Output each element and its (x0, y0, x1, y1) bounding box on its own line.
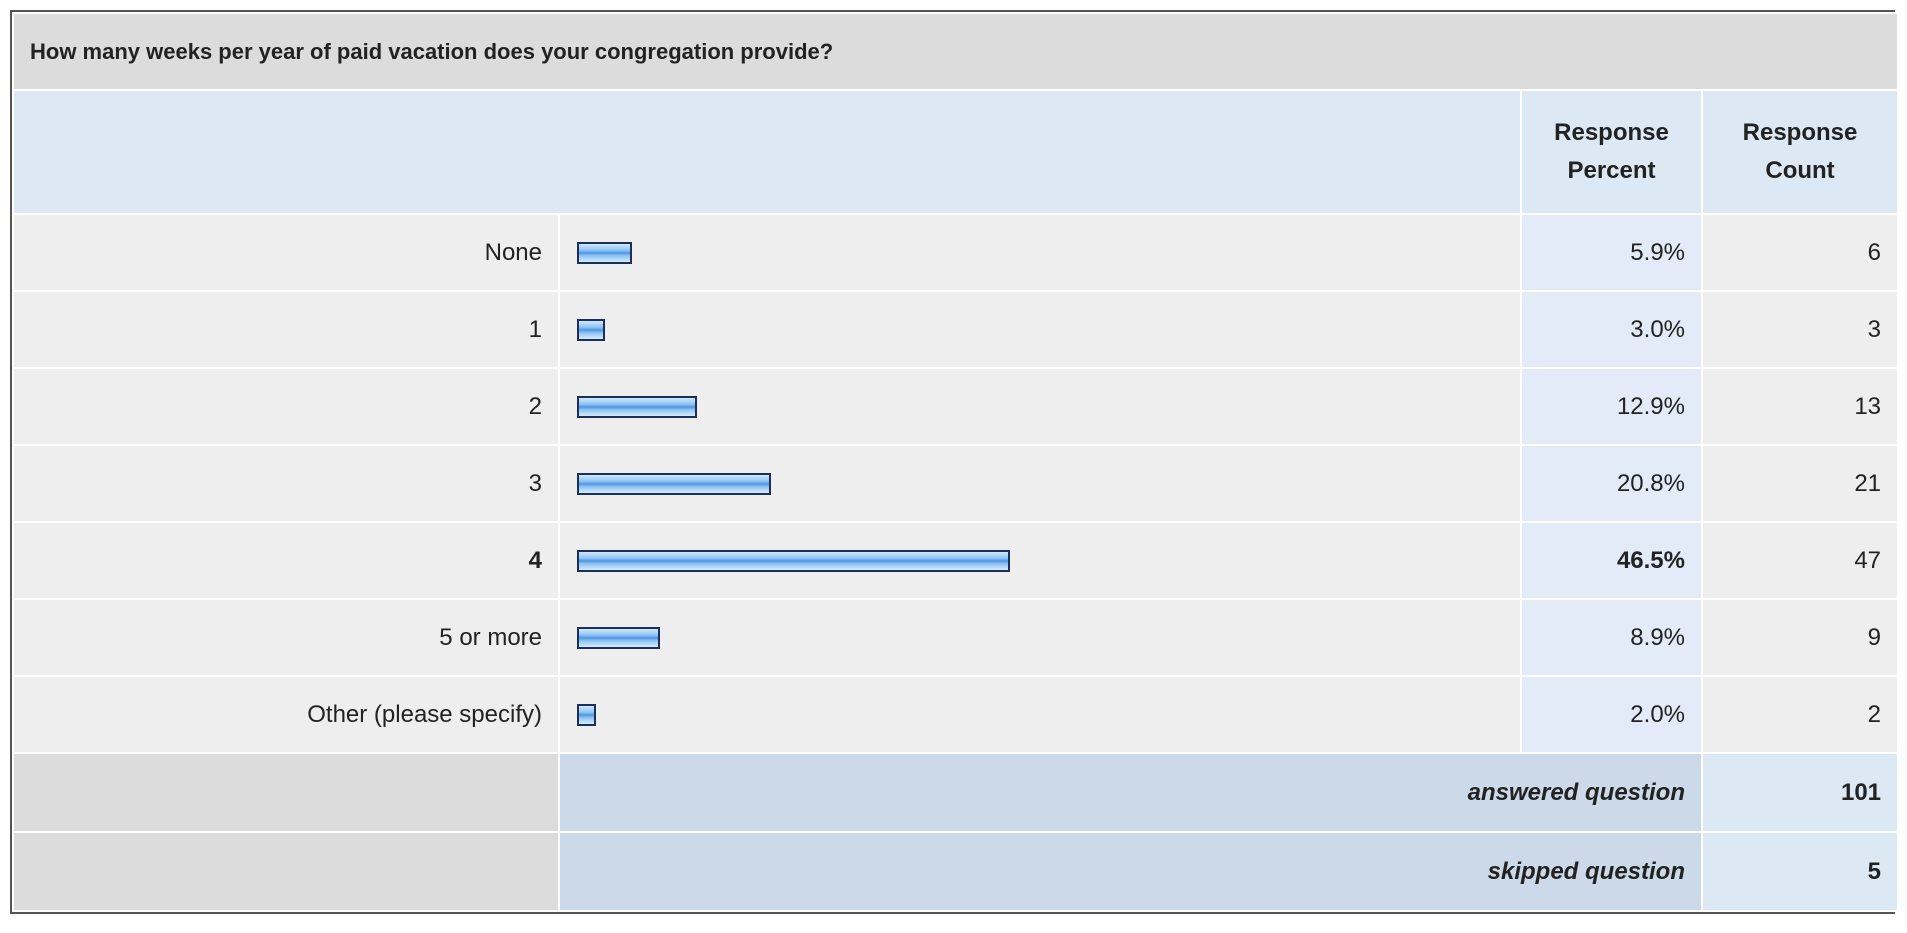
response-percent: 2.0% (1520, 675, 1703, 754)
response-percent: 3.0% (1520, 290, 1703, 369)
response-percent: 46.5% (1520, 521, 1703, 600)
answer-row: 1 3.0% 3 (12, 290, 1900, 369)
bar-cell (558, 675, 1522, 754)
bar-cell (558, 444, 1522, 523)
response-count: 9 (1700, 598, 1900, 677)
header-text: Percent (1567, 157, 1656, 184)
answer-label: 3 (12, 444, 560, 523)
bar-cell (558, 521, 1522, 600)
header-blank (12, 89, 1522, 215)
bar-cell (558, 598, 1522, 677)
response-count: 6 (1700, 213, 1900, 292)
header-percent: Response Percent (1520, 89, 1703, 215)
summary-blank (12, 752, 560, 833)
answer-row: None 5.9% 6 (12, 213, 1900, 292)
summary-row: answered question 101 (12, 752, 1900, 833)
summary-count: 101 (1700, 752, 1900, 833)
summary-label: skipped question (558, 831, 1703, 912)
summary-blank (12, 831, 560, 912)
bar-cell (558, 213, 1522, 292)
summary-label: answered question (558, 752, 1703, 833)
answer-row: 5 or more 8.9% 9 (12, 598, 1900, 677)
answer-row: Other (please specify) 2.0% 2 (12, 675, 1900, 754)
response-percent: 20.8% (1520, 444, 1703, 523)
header-text: Response (1742, 118, 1858, 146)
answer-label: 4 (12, 521, 560, 600)
response-count: 3 (1700, 290, 1900, 369)
survey-table: How many weeks per year of paid vacation… (10, 10, 1900, 914)
answer-label: Other (please specify) (12, 675, 560, 754)
summary-count: 5 (1700, 831, 1900, 912)
response-percent: 12.9% (1520, 367, 1703, 446)
bar (577, 318, 605, 341)
answer-label: None (12, 213, 560, 292)
response-percent: 8.9% (1520, 598, 1703, 677)
summary-row: skipped question 5 (12, 831, 1900, 912)
bar-cell (558, 290, 1522, 369)
header-row: Response Percent Response Count (12, 89, 1900, 215)
response-count: 47 (1700, 521, 1900, 600)
response-count: 21 (1700, 444, 1900, 523)
bar-cell (558, 367, 1522, 446)
bar (577, 472, 771, 495)
title-row: How many weeks per year of paid vacation… (11, 12, 1900, 91)
bar (577, 395, 698, 418)
table: How many weeks per year of paid vacation… (11, 12, 1900, 912)
title: How many weeks per year of paid vacation… (11, 12, 1900, 91)
answer-row: 4 46.5% 47 (12, 521, 1900, 600)
bar (577, 626, 660, 649)
header-text: Response (1554, 118, 1669, 146)
answer-label: 2 (12, 367, 560, 446)
answer-label: 5 or more (12, 598, 560, 677)
bar (577, 703, 596, 726)
response-count: 2 (1700, 675, 1900, 754)
header-count: Response Count (1700, 89, 1900, 215)
response-percent: 5.9% (1520, 213, 1703, 292)
bar (577, 549, 1010, 572)
answer-label: 1 (12, 290, 560, 369)
header-text: Count (1765, 157, 1835, 184)
answer-row: 2 12.9% 13 (12, 367, 1900, 446)
response-count: 13 (1700, 367, 1900, 446)
answer-row: 3 20.8% 21 (12, 444, 1900, 523)
bar (577, 241, 632, 264)
